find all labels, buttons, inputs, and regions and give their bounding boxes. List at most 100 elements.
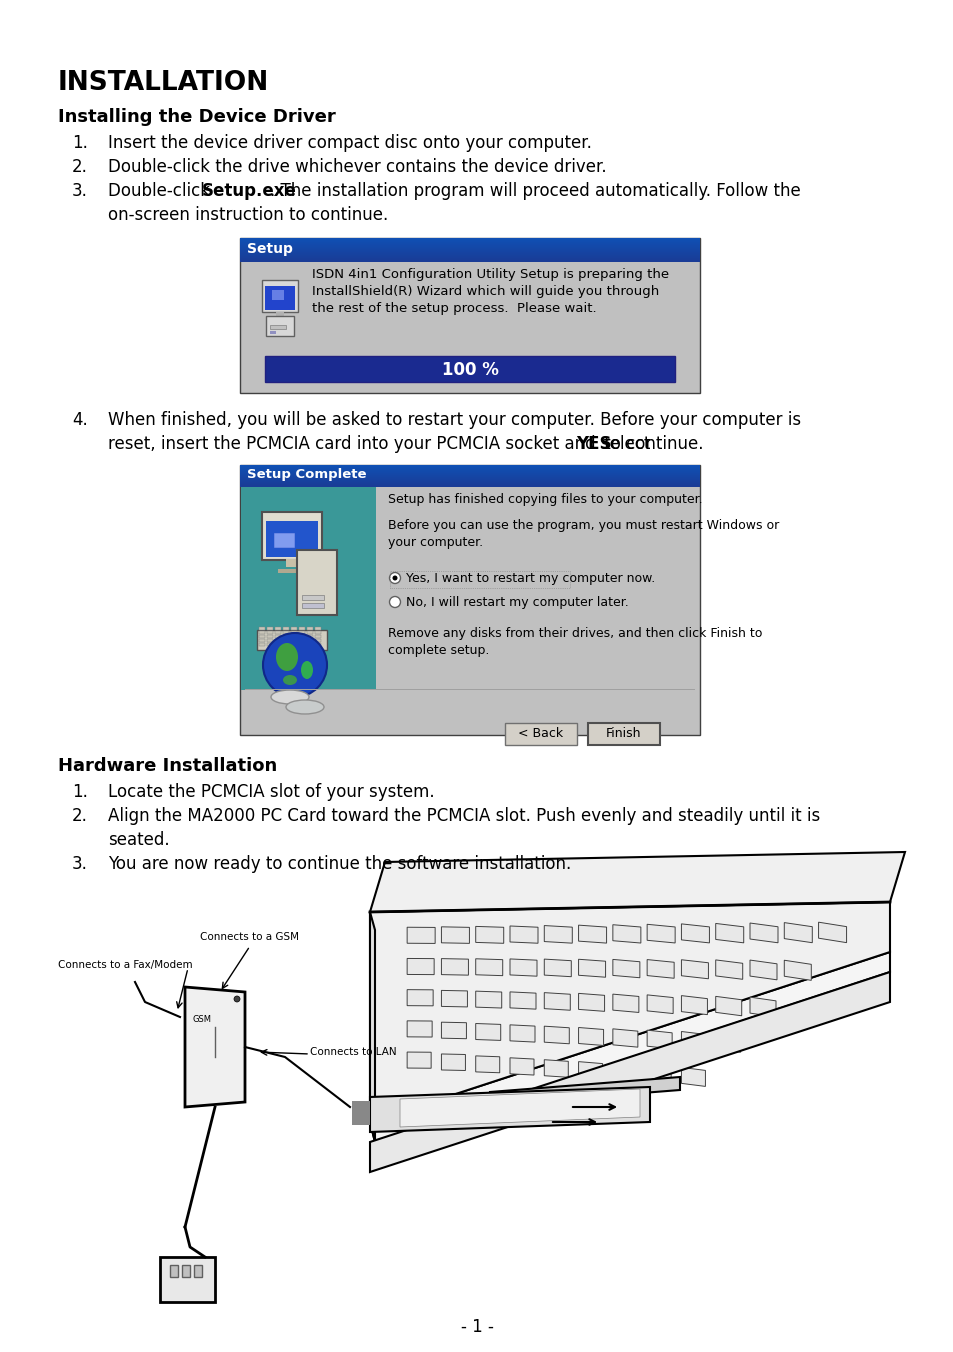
Bar [352, 1117, 370, 1118]
Bar [314, 631, 320, 634]
Text: Double-click the drive whichever contains the device driver.: Double-click the drive whichever contain… [108, 158, 606, 176]
Bar [298, 644, 305, 646]
Bar [314, 639, 320, 642]
Bar [283, 644, 289, 646]
Text: Double-click: Double-click [108, 183, 215, 200]
Bar [291, 635, 296, 638]
Text: Finish: Finish [605, 727, 641, 740]
Text: Setup Complete: Setup Complete [247, 468, 366, 481]
Polygon shape [715, 996, 740, 1015]
Polygon shape [490, 1078, 679, 1105]
Text: on-screen instruction to continue.: on-screen instruction to continue. [108, 206, 388, 224]
Polygon shape [715, 1033, 740, 1052]
Polygon shape [407, 1052, 431, 1068]
Bar [266, 521, 317, 557]
Text: < Back: < Back [517, 727, 563, 740]
Bar [262, 512, 322, 560]
Text: Hardware Installation: Hardware Installation [58, 757, 277, 775]
Bar [258, 635, 265, 638]
Polygon shape [680, 995, 707, 1014]
Text: Remove any disks from their drives, and then click Finish to
complete setup.: Remove any disks from their drives, and … [388, 627, 761, 657]
Bar [352, 1111, 370, 1113]
Bar [160, 1257, 214, 1302]
Polygon shape [680, 1032, 705, 1051]
Bar [241, 487, 375, 690]
Bar [274, 627, 281, 630]
Bar [291, 639, 296, 642]
Bar [307, 631, 313, 634]
Bar [270, 318, 290, 320]
Bar [504, 723, 577, 745]
Bar [298, 631, 305, 634]
Polygon shape [578, 960, 605, 977]
Bar [266, 316, 294, 337]
Polygon shape [476, 991, 501, 1009]
Polygon shape [510, 926, 537, 944]
Polygon shape [612, 960, 639, 977]
Polygon shape [441, 991, 467, 1007]
Polygon shape [749, 998, 775, 1017]
Text: ISDN 4in1 Configuration Utility Setup is preparing the
InstallShield(R) Wizard w: ISDN 4in1 Configuration Utility Setup is… [312, 268, 668, 315]
Polygon shape [370, 852, 904, 913]
Polygon shape [612, 925, 640, 944]
Bar [270, 324, 286, 329]
Polygon shape [544, 992, 570, 1010]
Bar [352, 1101, 370, 1102]
Bar [291, 631, 296, 634]
Polygon shape [399, 1088, 639, 1128]
Polygon shape [578, 994, 604, 1011]
Bar [283, 627, 289, 630]
Bar [352, 1103, 370, 1105]
Bar [258, 631, 265, 634]
Bar [302, 595, 324, 600]
Polygon shape [715, 923, 743, 942]
Bar [265, 287, 294, 310]
Bar [265, 356, 675, 383]
Bar [587, 723, 659, 745]
Circle shape [389, 596, 400, 607]
Polygon shape [370, 972, 889, 1172]
Bar [298, 639, 305, 642]
Bar [272, 289, 284, 300]
Text: to continue.: to continue. [598, 435, 702, 453]
Bar [182, 1265, 190, 1278]
Polygon shape [680, 960, 708, 979]
Polygon shape [715, 960, 742, 979]
Text: 1.: 1. [71, 783, 88, 800]
Text: Locate the PCMCIA slot of your system.: Locate the PCMCIA slot of your system. [108, 783, 435, 800]
Bar [352, 1124, 370, 1125]
Ellipse shape [275, 644, 297, 671]
Text: No, I will restart my computer later.: No, I will restart my computer later. [406, 596, 628, 608]
Text: Setup: Setup [247, 242, 293, 256]
Bar [258, 644, 265, 646]
Text: Setup.exe: Setup.exe [201, 183, 296, 200]
Bar [170, 1265, 178, 1278]
Text: Installing the Device Driver: Installing the Device Driver [58, 108, 335, 126]
Text: 3.: 3. [71, 183, 88, 200]
Bar [274, 644, 281, 646]
Polygon shape [749, 923, 778, 942]
Text: GSM: GSM [193, 1015, 212, 1023]
Polygon shape [544, 1060, 568, 1078]
Polygon shape [476, 959, 502, 976]
Bar [307, 639, 313, 642]
Bar [267, 639, 273, 642]
Bar [267, 644, 273, 646]
Polygon shape [646, 995, 673, 1014]
Polygon shape [441, 1022, 466, 1038]
Text: When finished, you will be asked to restart your computer. Before your computer : When finished, you will be asked to rest… [108, 411, 801, 429]
Bar [267, 627, 273, 630]
Ellipse shape [271, 690, 309, 704]
Bar [275, 312, 284, 316]
Bar [302, 603, 324, 608]
Polygon shape [476, 926, 503, 944]
Polygon shape [407, 1021, 432, 1037]
Polygon shape [818, 922, 845, 942]
Bar [283, 639, 289, 642]
Bar [286, 558, 297, 566]
Polygon shape [680, 923, 709, 942]
Text: Connects to LAN: Connects to LAN [310, 1046, 396, 1057]
Polygon shape [441, 959, 468, 975]
Bar [352, 1115, 370, 1117]
Bar [258, 627, 265, 630]
